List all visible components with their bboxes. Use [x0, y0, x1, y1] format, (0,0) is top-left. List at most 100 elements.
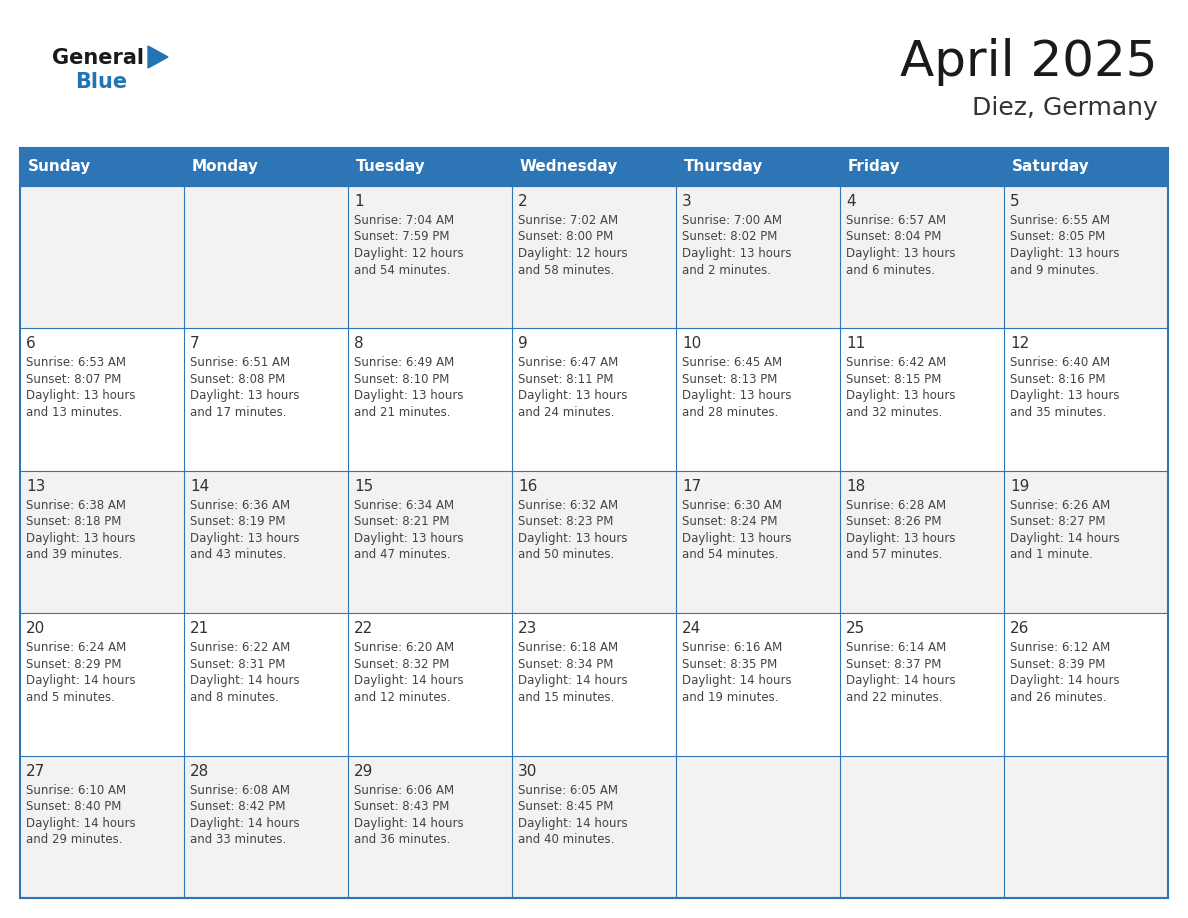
Text: and 19 minutes.: and 19 minutes.: [682, 690, 778, 704]
Text: and 50 minutes.: and 50 minutes.: [518, 548, 614, 561]
Bar: [1004, 148, 1168, 186]
Text: and 2 minutes.: and 2 minutes.: [682, 263, 771, 276]
Text: and 57 minutes.: and 57 minutes.: [846, 548, 942, 561]
Text: Daylight: 14 hours: Daylight: 14 hours: [354, 817, 463, 830]
Text: Daylight: 12 hours: Daylight: 12 hours: [354, 247, 463, 260]
Text: and 5 minutes.: and 5 minutes.: [26, 690, 115, 704]
Bar: [184, 186, 348, 329]
Bar: [676, 613, 840, 756]
Text: Daylight: 13 hours: Daylight: 13 hours: [518, 389, 627, 402]
Bar: [1004, 613, 1168, 756]
Bar: [348, 756, 512, 898]
Bar: [840, 329, 1004, 471]
Text: Daylight: 14 hours: Daylight: 14 hours: [1010, 674, 1119, 688]
Text: and 58 minutes.: and 58 minutes.: [518, 263, 614, 276]
Text: Sunset: 8:42 PM: Sunset: 8:42 PM: [190, 800, 285, 813]
Text: 20: 20: [26, 621, 45, 636]
Text: Sunset: 8:27 PM: Sunset: 8:27 PM: [1010, 515, 1106, 528]
Text: Sunday: Sunday: [29, 160, 91, 174]
Text: and 33 minutes.: and 33 minutes.: [190, 834, 286, 846]
Text: Sunrise: 6:36 AM: Sunrise: 6:36 AM: [190, 498, 290, 512]
Text: Daylight: 14 hours: Daylight: 14 hours: [190, 674, 299, 688]
Text: Monday: Monday: [192, 160, 259, 174]
Text: 5: 5: [1010, 194, 1019, 209]
Text: Sunset: 8:43 PM: Sunset: 8:43 PM: [354, 800, 449, 813]
Text: 29: 29: [354, 764, 373, 778]
Text: 11: 11: [846, 336, 865, 352]
Text: Daylight: 13 hours: Daylight: 13 hours: [1010, 389, 1119, 402]
Text: and 40 minutes.: and 40 minutes.: [518, 834, 614, 846]
Text: Daylight: 13 hours: Daylight: 13 hours: [846, 532, 955, 544]
Bar: [840, 756, 1004, 898]
Text: 17: 17: [682, 479, 701, 494]
Text: Sunset: 8:08 PM: Sunset: 8:08 PM: [190, 373, 285, 386]
Text: and 12 minutes.: and 12 minutes.: [354, 690, 450, 704]
Text: 18: 18: [846, 479, 865, 494]
Bar: [184, 613, 348, 756]
Text: and 26 minutes.: and 26 minutes.: [1010, 690, 1106, 704]
Text: and 22 minutes.: and 22 minutes.: [846, 690, 942, 704]
Text: and 15 minutes.: and 15 minutes.: [518, 690, 614, 704]
Text: Daylight: 12 hours: Daylight: 12 hours: [518, 247, 627, 260]
Text: Sunset: 8:23 PM: Sunset: 8:23 PM: [518, 515, 613, 528]
Text: and 36 minutes.: and 36 minutes.: [354, 834, 450, 846]
Text: Sunset: 8:29 PM: Sunset: 8:29 PM: [26, 657, 121, 671]
Text: Sunset: 8:21 PM: Sunset: 8:21 PM: [354, 515, 449, 528]
Text: Sunset: 8:31 PM: Sunset: 8:31 PM: [190, 657, 285, 671]
Bar: [184, 756, 348, 898]
Text: Thursday: Thursday: [684, 160, 764, 174]
Text: Sunrise: 6:34 AM: Sunrise: 6:34 AM: [354, 498, 454, 512]
Text: Sunrise: 6:12 AM: Sunrise: 6:12 AM: [1010, 641, 1111, 655]
Text: Daylight: 13 hours: Daylight: 13 hours: [190, 532, 299, 544]
Bar: [184, 148, 348, 186]
Text: Friday: Friday: [848, 160, 901, 174]
Text: Sunrise: 6:32 AM: Sunrise: 6:32 AM: [518, 498, 618, 512]
Text: 28: 28: [190, 764, 209, 778]
Text: 21: 21: [190, 621, 209, 636]
Text: Daylight: 13 hours: Daylight: 13 hours: [354, 389, 463, 402]
Text: Sunrise: 6:38 AM: Sunrise: 6:38 AM: [26, 498, 126, 512]
Bar: [20, 613, 184, 756]
Text: April 2025: April 2025: [901, 38, 1158, 86]
Text: Daylight: 14 hours: Daylight: 14 hours: [1010, 532, 1119, 544]
Bar: [676, 186, 840, 329]
Text: Sunset: 8:26 PM: Sunset: 8:26 PM: [846, 515, 942, 528]
Text: Sunset: 8:32 PM: Sunset: 8:32 PM: [354, 657, 449, 671]
Bar: [20, 329, 184, 471]
Text: 6: 6: [26, 336, 36, 352]
Bar: [840, 471, 1004, 613]
Text: Daylight: 14 hours: Daylight: 14 hours: [26, 674, 135, 688]
Text: Sunrise: 6:47 AM: Sunrise: 6:47 AM: [518, 356, 618, 369]
Text: 13: 13: [26, 479, 45, 494]
Text: Sunrise: 7:00 AM: Sunrise: 7:00 AM: [682, 214, 782, 227]
Bar: [184, 329, 348, 471]
Text: Daylight: 13 hours: Daylight: 13 hours: [682, 532, 791, 544]
Text: Sunrise: 6:30 AM: Sunrise: 6:30 AM: [682, 498, 782, 512]
Text: Daylight: 13 hours: Daylight: 13 hours: [682, 389, 791, 402]
Text: Sunset: 8:19 PM: Sunset: 8:19 PM: [190, 515, 285, 528]
Bar: [676, 329, 840, 471]
Bar: [348, 471, 512, 613]
Text: Sunset: 8:18 PM: Sunset: 8:18 PM: [26, 515, 121, 528]
Text: Sunset: 8:39 PM: Sunset: 8:39 PM: [1010, 657, 1105, 671]
Text: and 28 minutes.: and 28 minutes.: [682, 406, 778, 419]
Bar: [676, 756, 840, 898]
Text: and 32 minutes.: and 32 minutes.: [846, 406, 942, 419]
Text: Tuesday: Tuesday: [356, 160, 425, 174]
Text: Sunset: 8:13 PM: Sunset: 8:13 PM: [682, 373, 777, 386]
Text: Sunrise: 6:51 AM: Sunrise: 6:51 AM: [190, 356, 290, 369]
Text: Sunrise: 6:55 AM: Sunrise: 6:55 AM: [1010, 214, 1110, 227]
Text: Sunrise: 6:16 AM: Sunrise: 6:16 AM: [682, 641, 782, 655]
Bar: [20, 756, 184, 898]
Text: Sunrise: 6:22 AM: Sunrise: 6:22 AM: [190, 641, 290, 655]
Bar: [512, 471, 676, 613]
Text: and 54 minutes.: and 54 minutes.: [354, 263, 450, 276]
Text: Sunrise: 6:42 AM: Sunrise: 6:42 AM: [846, 356, 947, 369]
Text: Daylight: 13 hours: Daylight: 13 hours: [682, 247, 791, 260]
Text: Sunset: 8:45 PM: Sunset: 8:45 PM: [518, 800, 613, 813]
Bar: [348, 186, 512, 329]
Text: 2: 2: [518, 194, 527, 209]
Text: Daylight: 13 hours: Daylight: 13 hours: [846, 389, 955, 402]
Bar: [1004, 186, 1168, 329]
Text: Sunrise: 6:49 AM: Sunrise: 6:49 AM: [354, 356, 454, 369]
